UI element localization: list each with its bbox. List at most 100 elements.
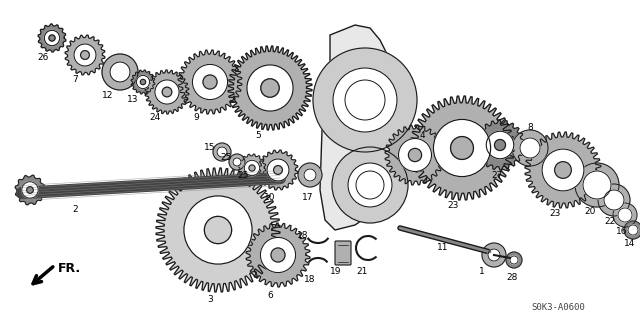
Text: 15: 15 xyxy=(204,144,216,152)
Polygon shape xyxy=(525,132,601,208)
Circle shape xyxy=(356,171,384,199)
Text: 5: 5 xyxy=(255,130,261,139)
Circle shape xyxy=(583,171,611,199)
Circle shape xyxy=(486,131,514,159)
Text: 19: 19 xyxy=(330,268,342,277)
Circle shape xyxy=(260,237,296,273)
Text: 2: 2 xyxy=(72,205,78,214)
Text: 11: 11 xyxy=(437,243,449,253)
Circle shape xyxy=(49,35,55,41)
Text: 23: 23 xyxy=(549,209,561,218)
Polygon shape xyxy=(475,120,525,170)
Text: 14: 14 xyxy=(624,240,636,249)
Text: 10: 10 xyxy=(264,194,276,203)
Text: 1: 1 xyxy=(479,268,485,277)
Text: FR.: FR. xyxy=(58,262,81,275)
Text: 13: 13 xyxy=(127,95,139,105)
Circle shape xyxy=(193,64,228,100)
Circle shape xyxy=(332,147,408,223)
Circle shape xyxy=(298,163,322,187)
Circle shape xyxy=(229,154,245,170)
FancyBboxPatch shape xyxy=(335,241,351,265)
Polygon shape xyxy=(178,50,242,114)
Circle shape xyxy=(204,216,232,244)
Text: 16: 16 xyxy=(616,227,628,236)
Circle shape xyxy=(304,169,316,181)
Circle shape xyxy=(542,149,584,191)
Circle shape xyxy=(628,225,638,235)
Circle shape xyxy=(510,256,518,264)
Circle shape xyxy=(408,148,422,162)
Text: 26: 26 xyxy=(37,53,49,62)
Circle shape xyxy=(27,187,33,193)
Circle shape xyxy=(624,221,640,239)
Circle shape xyxy=(74,44,96,66)
Circle shape xyxy=(512,130,548,166)
Text: 8: 8 xyxy=(527,123,533,132)
Circle shape xyxy=(233,158,241,166)
Polygon shape xyxy=(145,70,189,114)
Text: 12: 12 xyxy=(102,91,114,100)
Circle shape xyxy=(247,65,293,111)
Circle shape xyxy=(348,163,392,207)
Polygon shape xyxy=(238,154,266,182)
Text: 28: 28 xyxy=(506,273,518,283)
Text: 27: 27 xyxy=(492,170,502,180)
Circle shape xyxy=(244,160,260,176)
Circle shape xyxy=(81,51,90,59)
Circle shape xyxy=(110,62,130,82)
Circle shape xyxy=(162,87,172,97)
Circle shape xyxy=(520,138,540,158)
Circle shape xyxy=(313,48,417,152)
Text: 6: 6 xyxy=(267,291,273,300)
Circle shape xyxy=(345,80,385,120)
Circle shape xyxy=(203,75,217,89)
Text: 18: 18 xyxy=(297,231,308,240)
Circle shape xyxy=(604,190,624,210)
Circle shape xyxy=(136,75,150,89)
Circle shape xyxy=(598,184,630,216)
Circle shape xyxy=(555,162,572,178)
Circle shape xyxy=(155,80,179,104)
Circle shape xyxy=(22,182,38,198)
Polygon shape xyxy=(228,46,312,130)
Text: 23: 23 xyxy=(447,201,459,210)
Circle shape xyxy=(618,208,632,222)
Polygon shape xyxy=(410,96,514,200)
Circle shape xyxy=(333,68,397,132)
Circle shape xyxy=(488,249,500,261)
Text: 3: 3 xyxy=(207,295,213,305)
Circle shape xyxy=(271,248,285,262)
Circle shape xyxy=(399,138,431,172)
Circle shape xyxy=(613,203,637,227)
Polygon shape xyxy=(15,175,45,205)
Polygon shape xyxy=(385,125,445,185)
Text: 9: 9 xyxy=(193,114,199,122)
Circle shape xyxy=(140,79,146,85)
Polygon shape xyxy=(131,70,155,94)
Circle shape xyxy=(260,79,279,97)
Circle shape xyxy=(575,163,619,207)
Circle shape xyxy=(267,159,289,181)
Circle shape xyxy=(274,166,282,174)
Circle shape xyxy=(506,252,522,268)
Text: 25: 25 xyxy=(220,153,232,162)
Text: 24: 24 xyxy=(149,114,161,122)
Circle shape xyxy=(213,143,231,161)
Circle shape xyxy=(102,54,138,90)
Polygon shape xyxy=(156,168,280,292)
Polygon shape xyxy=(258,150,298,190)
Circle shape xyxy=(249,165,255,171)
Text: 18: 18 xyxy=(304,276,316,285)
Circle shape xyxy=(451,137,474,160)
Circle shape xyxy=(184,196,252,264)
Text: 25: 25 xyxy=(237,170,249,180)
Text: S0K3-A0600: S0K3-A0600 xyxy=(531,302,585,311)
Text: 4: 4 xyxy=(419,130,425,139)
Polygon shape xyxy=(246,223,310,287)
Polygon shape xyxy=(65,35,105,75)
Polygon shape xyxy=(38,24,66,52)
Text: 22: 22 xyxy=(604,218,616,226)
Circle shape xyxy=(495,139,506,151)
Circle shape xyxy=(433,119,491,177)
